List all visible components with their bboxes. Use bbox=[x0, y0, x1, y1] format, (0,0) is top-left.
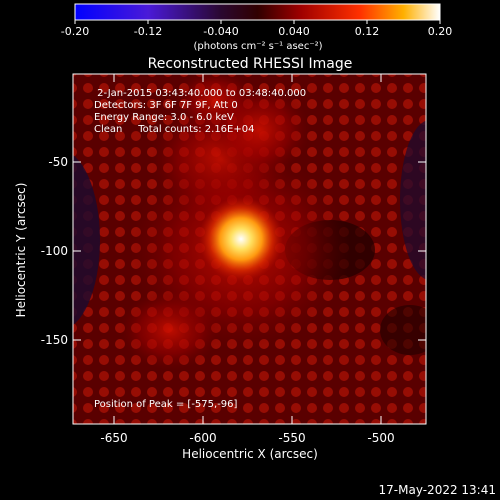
x-tick-label: -500 bbox=[367, 431, 394, 445]
x-tick-label: -650 bbox=[100, 431, 127, 445]
colorbar-ticks bbox=[74, 20, 441, 24]
x-tick-label: -600 bbox=[189, 431, 216, 445]
colorbar-tick-label: -0.12 bbox=[134, 25, 162, 38]
x-axis-ticks bbox=[113, 74, 382, 424]
footer-timestamp: 17-May-2022 13:41 bbox=[379, 483, 496, 497]
y-tick-label: -150 bbox=[41, 333, 68, 347]
y-axis-ticks bbox=[73, 161, 426, 341]
x-axis-label: Heliocentric X (arcsec) bbox=[182, 447, 318, 461]
info-time-range: 2-Jan-2015 03:43:40.000 to 03:48:40.000 bbox=[94, 88, 306, 99]
colorbar-tick-label: 0.20 bbox=[428, 25, 453, 38]
y-tick-label: -50 bbox=[48, 155, 68, 169]
info-block: 2-Jan-2015 03:43:40.000 to 03:48:40.000 … bbox=[94, 88, 306, 135]
y-tick-label: -100 bbox=[41, 244, 68, 258]
solar-image bbox=[73, 74, 426, 424]
plot-frame bbox=[72, 73, 427, 425]
colorbar bbox=[74, 3, 441, 21]
flare-peak-source bbox=[199, 197, 283, 281]
y-axis-label: Heliocentric Y (arcsec) bbox=[14, 183, 28, 318]
colorbar-tick-label: 0.12 bbox=[355, 25, 380, 38]
x-tick-label: -550 bbox=[278, 431, 305, 445]
image-title: Reconstructed RHESSI Image bbox=[148, 56, 353, 72]
colorbar-tick-label: -0.20 bbox=[61, 25, 89, 38]
peak-position-label: Position of Peak = [-575,-96] bbox=[94, 399, 238, 410]
colorbar-tick-label: -0.040 bbox=[203, 25, 238, 38]
info-energy-range: Energy Range: 3.0 - 6.0 keV bbox=[94, 112, 234, 123]
info-clean-counts: Clean Total counts: 2.16E+04 bbox=[94, 124, 254, 135]
colorbar-units: (photons cm⁻² s⁻¹ asec⁻²) bbox=[193, 41, 322, 52]
colorbar-tick-label: 0.040 bbox=[278, 25, 310, 38]
info-detectors: Detectors: 3F 6F 7F 9F, Att 0 bbox=[94, 100, 238, 111]
